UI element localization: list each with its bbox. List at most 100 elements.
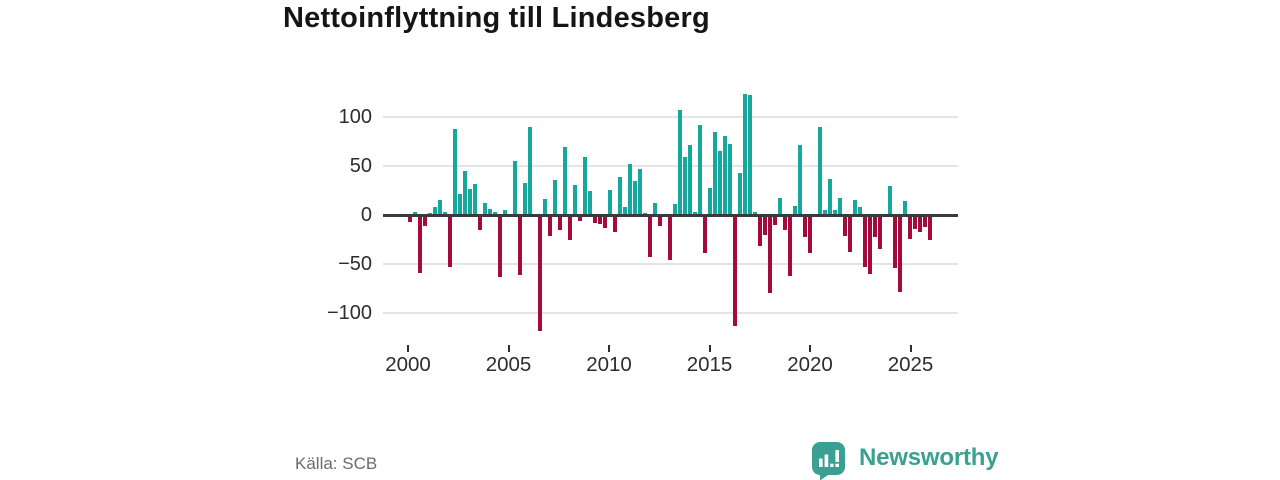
bar [463, 170, 467, 215]
gridline [383, 312, 958, 314]
x-axis-tick [809, 345, 811, 352]
bar [693, 212, 697, 215]
bar [743, 94, 747, 215]
bar [863, 216, 867, 267]
bar [453, 128, 457, 215]
bar [868, 216, 872, 274]
bar [523, 182, 527, 215]
bar [923, 216, 927, 227]
gridline [383, 263, 958, 265]
bar [908, 216, 912, 239]
bar [573, 184, 577, 215]
bar [748, 95, 752, 215]
bar [608, 189, 612, 215]
bar [848, 216, 852, 253]
bar [878, 216, 882, 250]
bar [628, 164, 632, 215]
bar [838, 198, 842, 215]
bar [698, 124, 702, 215]
bar [833, 210, 837, 215]
bar [873, 216, 877, 237]
bar [728, 144, 732, 215]
bar [683, 157, 687, 215]
bar [458, 194, 462, 215]
bar [603, 216, 607, 228]
bar [408, 216, 412, 222]
bar [828, 178, 832, 215]
x-axis-label: 2000 [385, 353, 431, 376]
bar [518, 216, 522, 275]
bar [703, 216, 707, 254]
bar [818, 126, 822, 215]
bar [588, 190, 592, 215]
bar [718, 151, 722, 215]
bar [893, 216, 897, 268]
bar [478, 216, 482, 230]
bar [778, 198, 782, 215]
bar [413, 212, 417, 215]
bar [423, 216, 427, 226]
newsworthy-speech-bubble-chart-icon [812, 442, 845, 480]
bar [808, 216, 812, 254]
y-axis-label: −100 [326, 302, 372, 324]
bar [513, 161, 517, 215]
bar [528, 126, 532, 215]
bar [593, 216, 597, 223]
bar [733, 216, 737, 326]
bar [773, 216, 777, 225]
bar [898, 216, 902, 293]
bar [438, 200, 442, 215]
bar [503, 210, 507, 215]
bar [793, 206, 797, 215]
y-axis-label: 50 [349, 155, 372, 177]
bar [548, 216, 552, 236]
bar [928, 216, 932, 240]
x-axis-tick [407, 345, 409, 352]
x-axis-label: 2025 [887, 353, 934, 376]
bar [758, 216, 762, 247]
bar [678, 110, 682, 215]
bar [633, 180, 637, 215]
newsworthy-logo: Newsworthy [811, 441, 999, 480]
bar [708, 187, 712, 215]
zero-axis-line [383, 214, 958, 217]
source-label: Källa: SCB [295, 454, 378, 473]
bar [918, 216, 922, 232]
bar [888, 185, 892, 215]
bar [648, 216, 652, 258]
bar [688, 145, 692, 215]
plot-area [383, 88, 958, 340]
bar [543, 199, 547, 215]
bar [418, 216, 422, 273]
x-axis-tick [507, 345, 510, 352]
bar [858, 207, 862, 215]
bar [788, 216, 792, 276]
y-axis-label: 0 [360, 204, 372, 226]
brand-name: Newsworthy [859, 444, 999, 471]
bar [903, 201, 907, 215]
bar [443, 212, 447, 215]
bar [558, 216, 562, 230]
x-axis-tick [608, 345, 610, 352]
bar [668, 216, 672, 261]
x-axis-label: 2015 [686, 353, 733, 376]
bar [598, 216, 602, 224]
bar [623, 207, 627, 215]
bar [738, 172, 742, 215]
bar [638, 168, 642, 215]
bar [468, 188, 472, 215]
bar [713, 131, 717, 215]
bar [448, 216, 452, 267]
bar [853, 200, 857, 215]
bar [488, 209, 492, 215]
x-axis-tick [909, 345, 912, 352]
x-axis-tick [708, 345, 711, 352]
bar [568, 216, 572, 240]
bar [653, 203, 657, 215]
chart-title: Nettoinflyttning till Lindesberg [283, 2, 710, 34]
bar [493, 212, 497, 215]
x-axis-label: 2010 [586, 353, 632, 376]
bar [483, 203, 487, 215]
bar [583, 157, 587, 215]
